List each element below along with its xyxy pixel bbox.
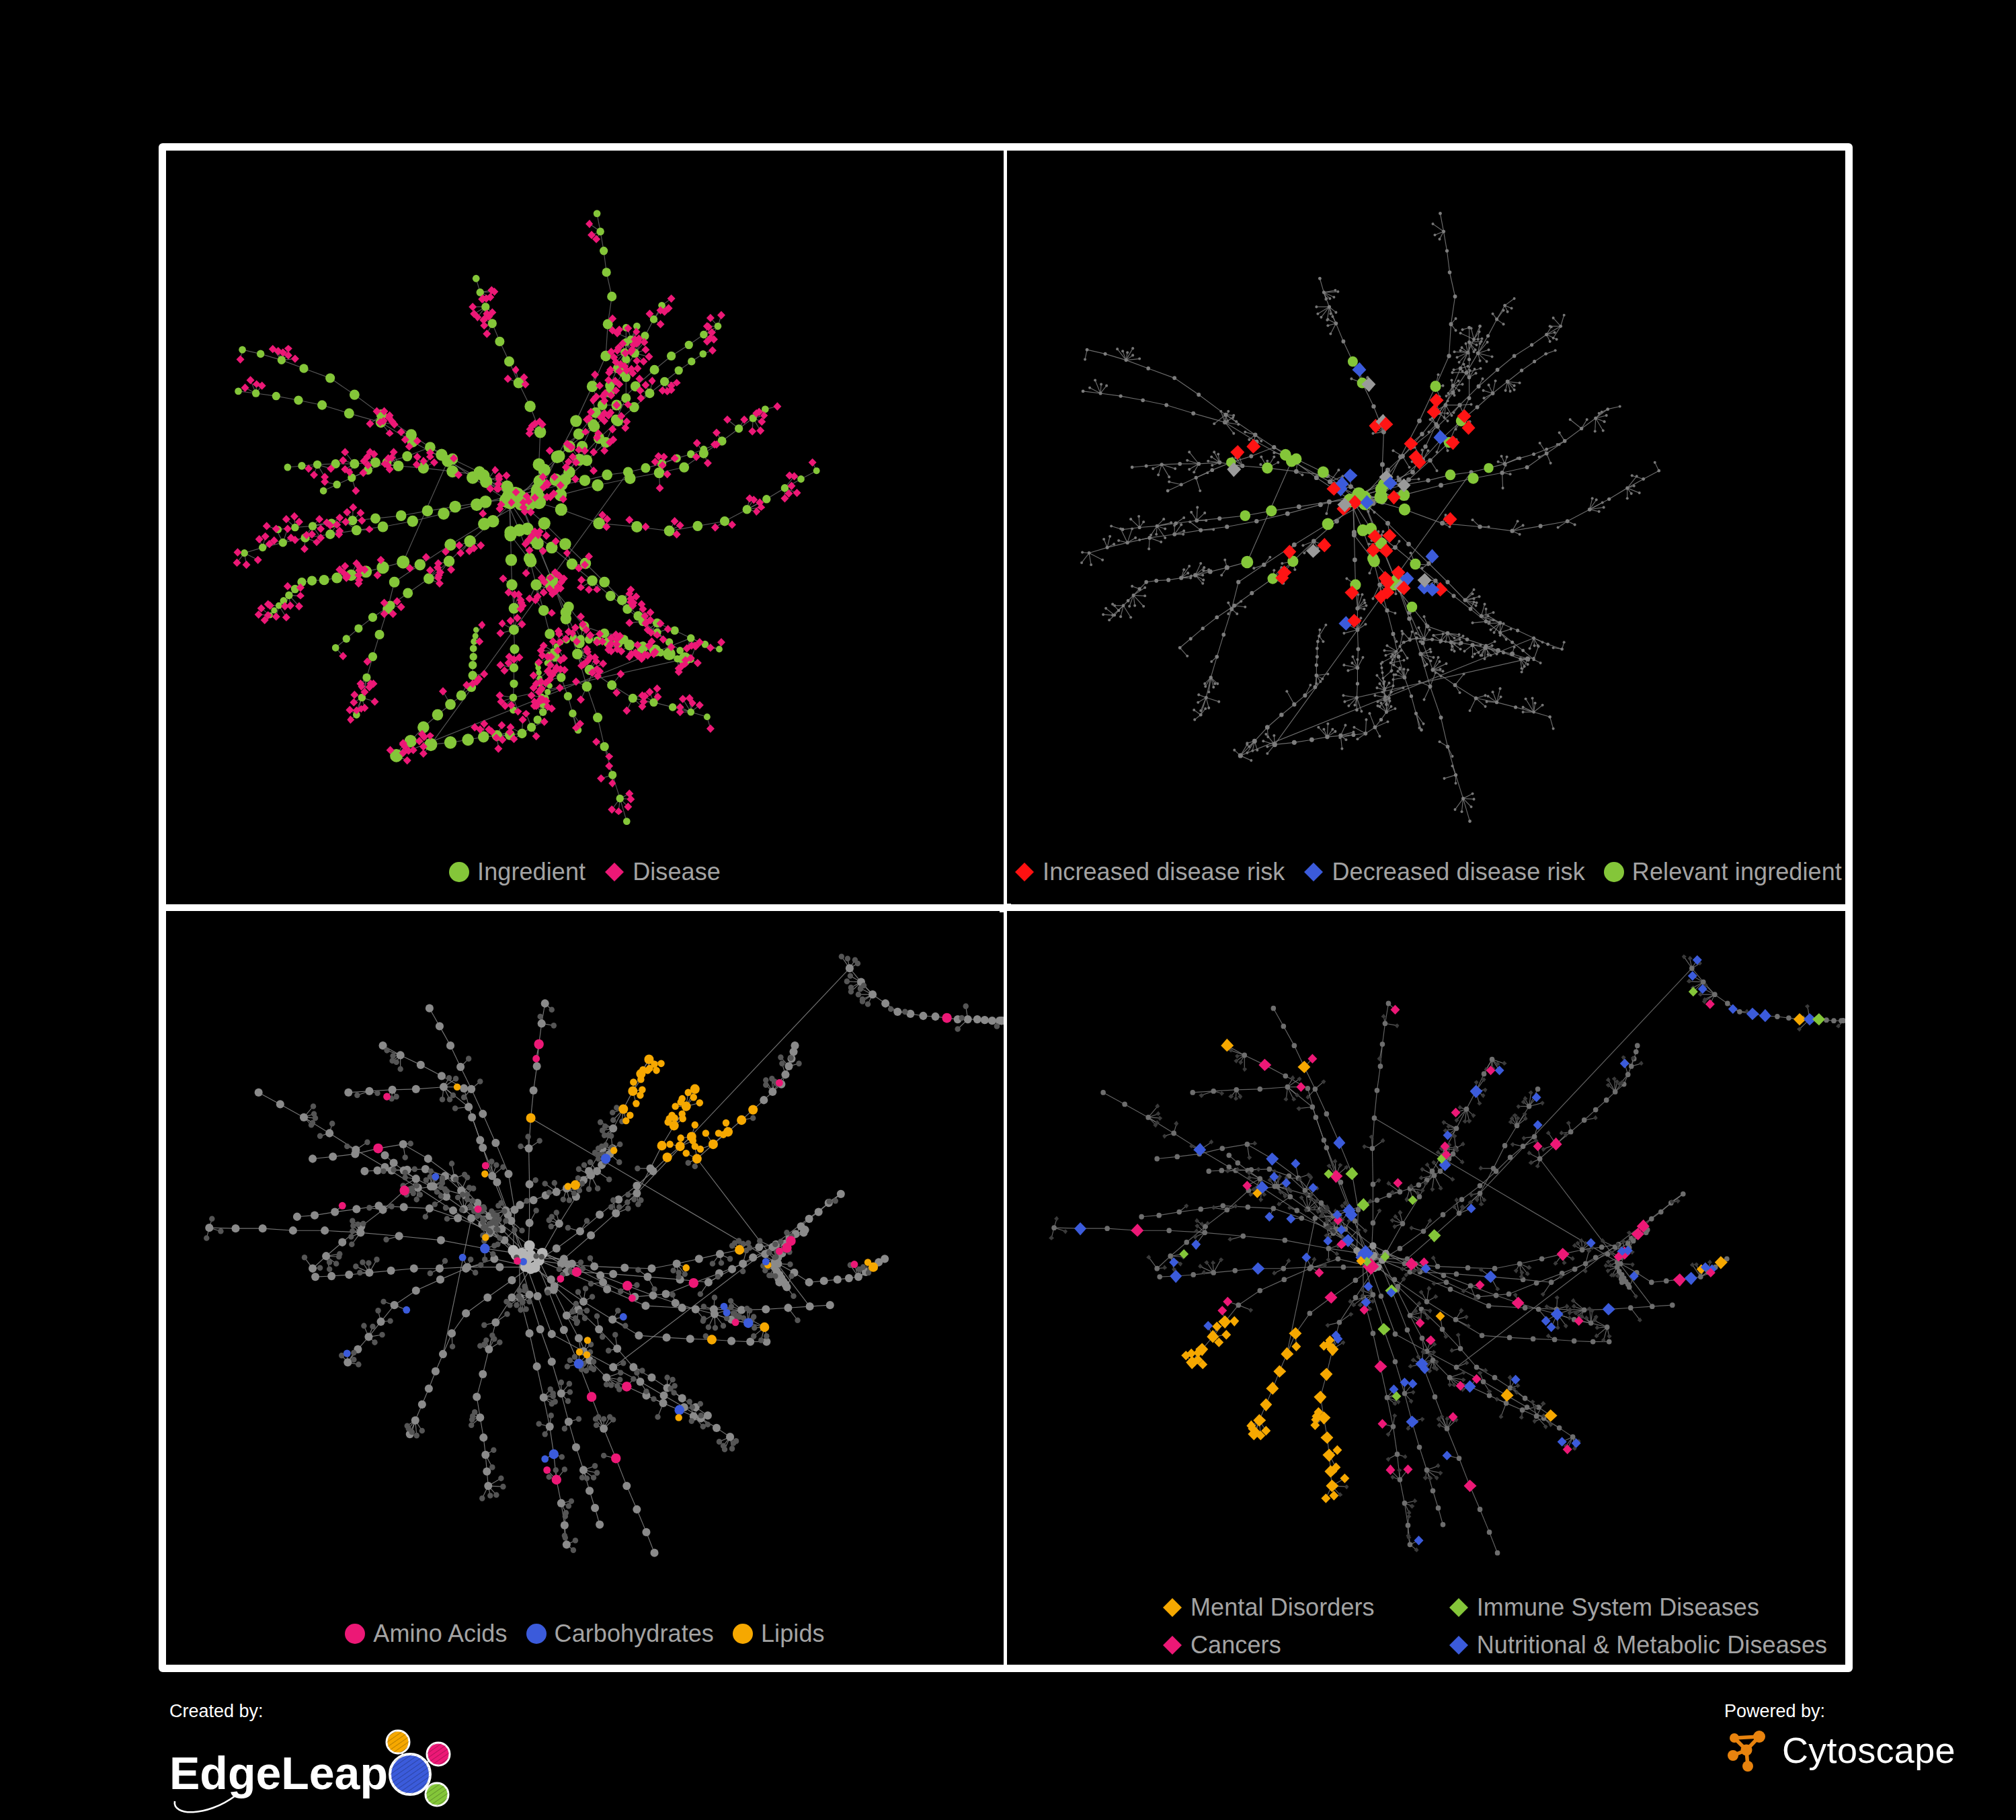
svg-text:EdgeLeap: EdgeLeap bbox=[169, 1747, 388, 1798]
